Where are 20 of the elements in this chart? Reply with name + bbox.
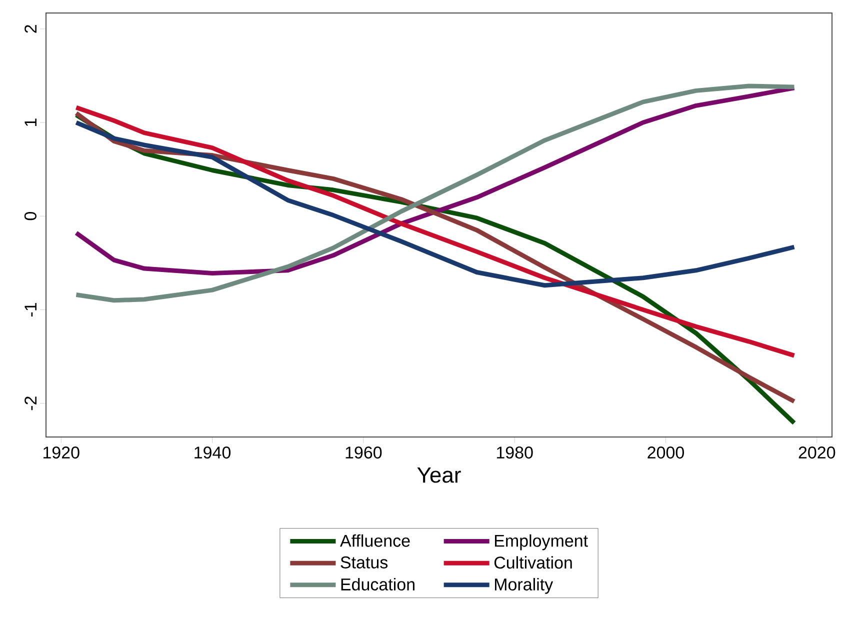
line-series [74,105,796,358]
line-series [74,120,796,288]
legend-label: Education [341,578,414,590]
legend-label: Affluence [340,534,410,547]
x-tick-label: 2020 [798,446,836,459]
y-tick-label: 1 [24,118,36,126]
legend-label: Morality [494,578,554,594]
legend-label: Employment [494,534,588,550]
y-tick-label: 0 [24,212,36,220]
x-tick-label: 1960 [346,446,382,459]
y-tick-label: -2 [24,396,36,410]
x-tick-label: 1940 [194,446,231,459]
x-tick-label: 2000 [648,446,684,459]
legend-label: Cultivation [494,556,572,569]
y-tick-label: 2 [24,25,36,33]
legend-label: Status [340,556,388,568]
y-tick-label: -1 [24,302,36,317]
x-tick-label: 1920 [44,446,80,459]
x-axis-title: Year [417,467,461,483]
x-tick-label: 1980 [496,446,533,459]
